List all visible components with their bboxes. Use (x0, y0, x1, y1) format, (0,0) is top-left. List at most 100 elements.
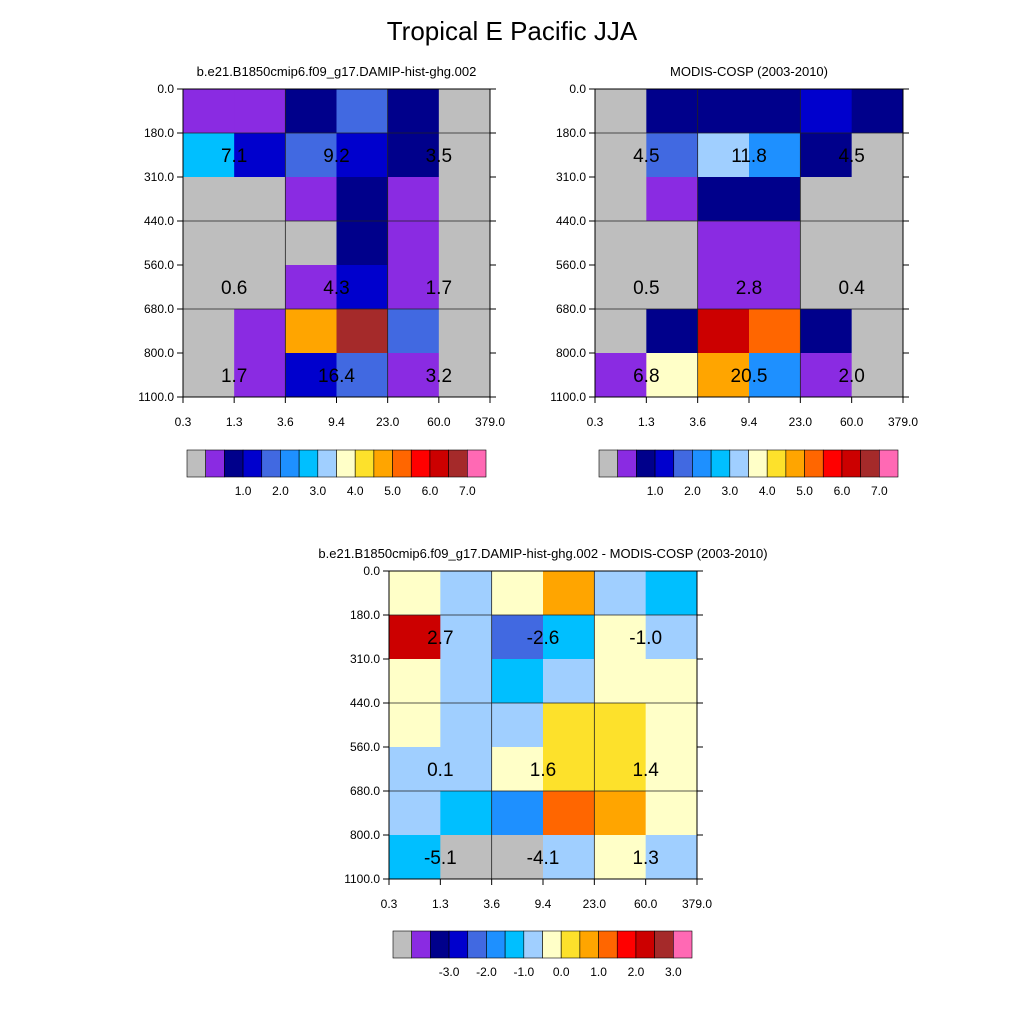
heatmap-cell (491, 747, 544, 792)
colorbar-label: 6.0 (834, 484, 851, 498)
heatmap-cell (749, 309, 801, 354)
colorbar-swatch (430, 930, 450, 959)
colorbar-swatch (205, 449, 225, 478)
heatmap-cell (646, 89, 699, 134)
cell-value-label: 1.7 (426, 278, 452, 299)
heatmap-cell (595, 89, 647, 134)
x-tick-label: 23.0 (376, 415, 400, 429)
colorbar: -3.0 -2.0 -1.0 0.0 1.0 2.0 3.0 (392, 930, 693, 979)
colorbar-swatch (692, 449, 712, 478)
heatmap-cell (645, 615, 698, 660)
y-tick-label: 680.0 (556, 302, 586, 316)
cell-value-label: 0.6 (221, 278, 247, 299)
heatmap-cell (234, 309, 286, 354)
colorbar-swatch (280, 449, 300, 478)
colorbar-swatch (804, 449, 824, 478)
colorbar-swatch (598, 930, 618, 959)
heatmap-cell (183, 89, 235, 134)
heatmap-cell (749, 265, 801, 310)
heatmap-cell (491, 791, 544, 836)
cell-value-label: 1.6 (530, 760, 556, 781)
heatmap-cell (440, 835, 493, 880)
heatmap-cell (645, 571, 698, 616)
colorbar-swatch (673, 930, 693, 959)
heatmap-cell (543, 747, 595, 792)
colorbar-label: 7.0 (459, 484, 476, 498)
heatmap-cell (749, 177, 801, 222)
heatmap-cell (851, 353, 904, 398)
heatmap-cell (749, 133, 801, 178)
heatmap-cell (645, 659, 698, 704)
colorbar-label: 5.0 (796, 484, 813, 498)
colorbar-swatch (560, 930, 581, 959)
heatmap-cell (697, 133, 750, 178)
cell-value-label: 7.1 (221, 146, 247, 167)
heatmap-panel-2: MODIS-COSP (2003-2010) 4.5 11.8 4.5 0.5 2.8 0.… (550, 64, 918, 498)
y-tick-label: 800.0 (144, 346, 174, 360)
colorbar-label: 5.0 (384, 484, 401, 498)
x-tick-label: 3.6 (689, 415, 706, 429)
colorbar-swatch (617, 449, 637, 478)
heatmap-cell (285, 309, 337, 354)
heatmap-cell (697, 89, 750, 134)
colorbar-swatch (336, 449, 356, 478)
colorbar-swatch (598, 449, 618, 478)
heatmap-cell (440, 703, 493, 748)
heatmap-cell (440, 659, 493, 704)
heatmap-cell (595, 353, 647, 398)
heatmap-cell (389, 747, 441, 792)
colorbar-label: 2.0 (628, 965, 645, 979)
cell-value-label: 1.7 (221, 366, 247, 387)
cell-value-label: -2.6 (527, 628, 560, 649)
colorbar-swatch (710, 449, 731, 478)
y-tick-label: 800.0 (556, 346, 586, 360)
heatmap-cell (800, 309, 853, 354)
y-tick-label: 310.0 (144, 170, 174, 184)
heatmap-cell (697, 221, 750, 266)
heatmap-cell (697, 309, 750, 354)
heatmap-cell (285, 89, 337, 134)
panel-title: b.e21.B1850cmip6.f09_g17.DAMIP-hist-ghg.… (197, 64, 477, 79)
heatmap-cell (543, 571, 595, 616)
heatmap-cell (336, 89, 389, 134)
heatmap-cell (800, 133, 853, 178)
y-tick-label: 180.0 (144, 126, 174, 140)
heatmap-cell (438, 177, 491, 222)
colorbar-label: 3.0 (309, 484, 326, 498)
cell-value-label: 3.2 (426, 366, 452, 387)
cell-value-label: 4.5 (838, 146, 864, 167)
colorbar-swatch (392, 449, 412, 478)
heatmap-cell (543, 659, 595, 704)
colorbar-swatch (748, 449, 768, 478)
colorbar: 1.0 2.0 3.0 4.0 5.0 6.0 7.0 (186, 449, 487, 498)
colorbar-swatch (392, 930, 412, 959)
panel-title: MODIS-COSP (2003-2010) (670, 64, 828, 79)
x-tick-label: 23.0 (789, 415, 813, 429)
heatmap-cell (645, 703, 698, 748)
y-tick-label: 440.0 (144, 214, 174, 228)
heatmap-cell (594, 571, 647, 616)
heatmap-cell (183, 221, 235, 266)
heatmap-cell (543, 703, 595, 748)
colorbar-swatch (654, 930, 674, 959)
y-tick-label: 1100.0 (550, 390, 586, 404)
cell-value-label: 11.8 (731, 146, 767, 167)
x-tick-label: 23.0 (583, 897, 607, 911)
heatmap-cell (543, 615, 595, 660)
cell-value-label: 0.4 (838, 278, 865, 299)
heatmap-cell (491, 571, 544, 616)
x-tick-label: 9.4 (328, 415, 345, 429)
heatmap-cell (851, 133, 904, 178)
heatmap-cell (183, 309, 235, 354)
cell-value-label: -4.1 (527, 848, 560, 869)
heatmap-cell (234, 221, 286, 266)
heatmap-cell (646, 353, 699, 398)
x-tick-label: 0.3 (381, 897, 398, 911)
heatmap-cell (438, 133, 491, 178)
colorbar-swatch (242, 449, 263, 478)
heatmap-cell (336, 221, 389, 266)
heatmap-cell (387, 177, 440, 222)
heatmap-cell (183, 353, 235, 398)
x-tick-label: 379.0 (682, 897, 712, 911)
colorbar-swatch (841, 449, 861, 478)
